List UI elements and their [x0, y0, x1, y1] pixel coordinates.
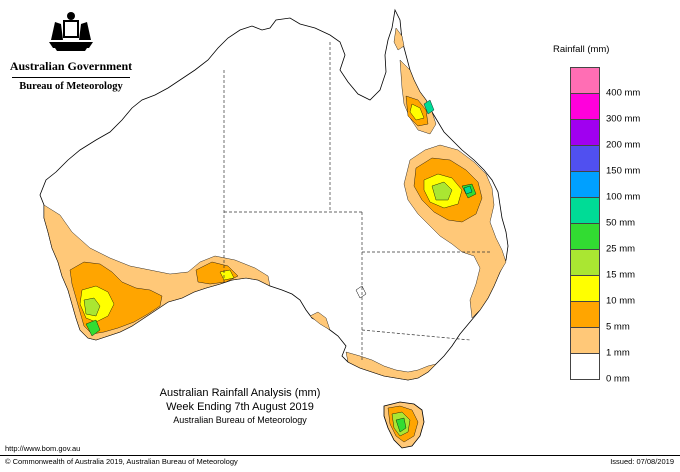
issued-date: Issued: 07/08/2019 — [610, 457, 674, 466]
rain-25mm-areas — [85, 183, 477, 433]
coat-of-arms-icon — [49, 12, 93, 51]
legend-swatch — [570, 67, 600, 93]
legend-label: 25 mm — [606, 243, 636, 255]
legend-swatch — [570, 171, 600, 197]
legend-label: 400 mm — [606, 87, 641, 99]
footer-divider — [0, 455, 680, 456]
legend-label: 5 mm — [606, 321, 630, 333]
legend-label: 200 mm — [606, 139, 641, 151]
website-link[interactable]: http://www.bom.gov.au — [5, 444, 81, 453]
legend-label: 150 mm — [606, 165, 641, 177]
caption-source: Australian Bureau of Meteorology — [173, 415, 307, 425]
legend-swatch — [570, 275, 600, 301]
caption-period: Week Ending 7th August 2019 — [166, 401, 314, 413]
legend-label: 300 mm — [606, 113, 641, 125]
legend-swatch — [570, 353, 600, 380]
legend-swatch — [570, 145, 600, 171]
legend-color-bar — [570, 67, 600, 380]
legend-label: 1 mm — [606, 347, 630, 359]
rain-50mm-areas — [423, 99, 473, 195]
map-caption: Australian Rainfall Analysis (mm) Week E… — [120, 386, 360, 427]
caption-title: Australian Rainfall Analysis (mm) — [159, 387, 321, 399]
legend-label: 0 mm — [606, 373, 630, 385]
legend-label: 10 mm — [606, 295, 636, 307]
legend-swatch — [570, 249, 600, 275]
lake-shape — [355, 285, 367, 299]
legend-swatch — [570, 223, 600, 249]
state-borders — [223, 42, 490, 362]
legend-label: 15 mm — [606, 269, 636, 281]
agency-logo: Australian Government Bureau of Meteorol… — [6, 10, 136, 92]
legend-swatch — [570, 197, 600, 223]
legend-swatch — [570, 119, 600, 145]
org-line1: Australian Government — [9, 59, 133, 73]
legend-label: 100 mm — [606, 191, 641, 203]
legend-swatch — [570, 327, 600, 353]
org-line2: Bureau of Meteorology — [19, 81, 123, 92]
legend-swatch — [570, 93, 600, 119]
copyright-text: © Commonwealth of Australia 2019, Austra… — [5, 457, 238, 466]
rain-15mm-areas — [83, 181, 453, 437]
legend-title: Rainfall (mm) — [553, 44, 610, 55]
logo-divider — [12, 77, 130, 78]
legend-label: 50 mm — [606, 217, 636, 229]
legend-swatch — [570, 301, 600, 327]
